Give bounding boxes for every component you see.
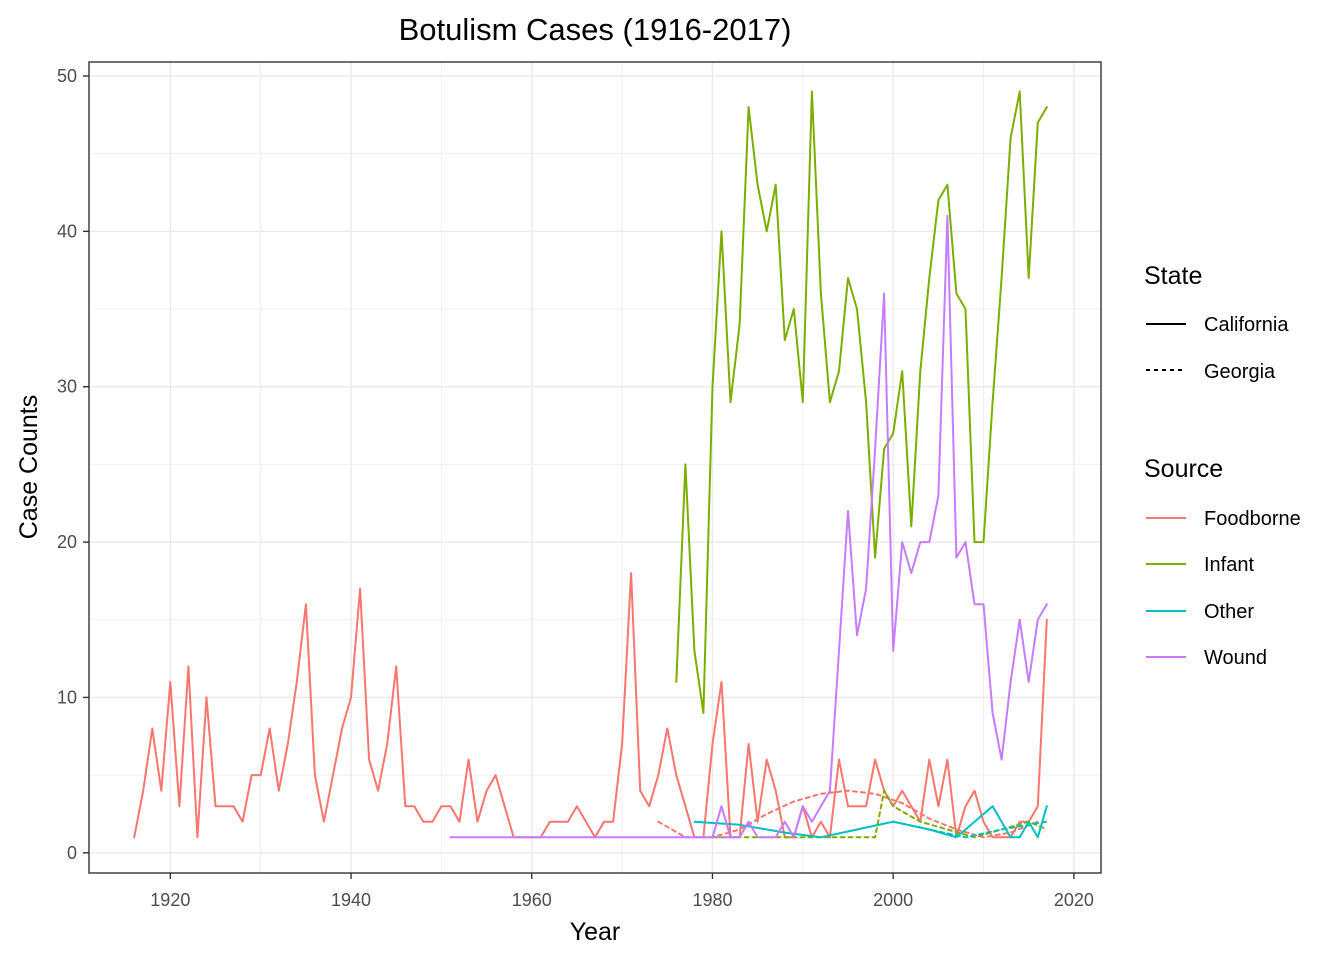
series-line-other-georgia — [892, 820, 1048, 839]
y-tick-label: 20 — [57, 532, 77, 552]
x-tick-label: 1920 — [150, 890, 190, 910]
legend: State California Georgia Source Foodborn… — [1144, 262, 1301, 669]
legend-title-source: Source — [1144, 455, 1223, 483]
chart-title: Botulism Cases (1916-2017) — [399, 12, 792, 47]
legend-title-state: State — [1144, 262, 1202, 290]
y-axis-title: Case Counts — [15, 395, 43, 540]
legend-label-other: Other — [1204, 601, 1254, 623]
legend-label-california: California — [1204, 314, 1289, 336]
legend-label-georgia: Georgia — [1204, 361, 1276, 383]
x-tick-label: 1960 — [512, 890, 552, 910]
series-line-foodborne-california — [133, 572, 1048, 839]
x-tick-label: 2000 — [873, 890, 913, 910]
y-tick-label: 40 — [57, 221, 77, 241]
series-layer — [133, 90, 1048, 839]
x-axis-title: Year — [570, 918, 621, 946]
y-tick-label: 50 — [57, 66, 77, 86]
series-line-infant-california — [675, 90, 1048, 714]
x-tick-label: 2020 — [1054, 890, 1094, 910]
y-tick-label: 10 — [57, 687, 77, 707]
plot-background — [89, 62, 1101, 873]
y-tick-label: 0 — [67, 843, 77, 863]
plot-border — [88, 61, 1102, 874]
x-tick-label: 1940 — [331, 890, 371, 910]
y-tick-label: 30 — [57, 377, 77, 397]
x-axis: 1920 1940 1960 1980 2000 2020 — [150, 873, 1094, 910]
y-axis: 0 10 20 30 40 50 — [57, 66, 89, 863]
legend-label-wound: Wound — [1204, 647, 1267, 669]
legend-label-infant: Infant — [1204, 554, 1254, 576]
legend-label-foodborne: Foodborne — [1204, 508, 1301, 530]
x-tick-label: 1980 — [692, 890, 732, 910]
series-line-other-california — [693, 805, 1048, 839]
